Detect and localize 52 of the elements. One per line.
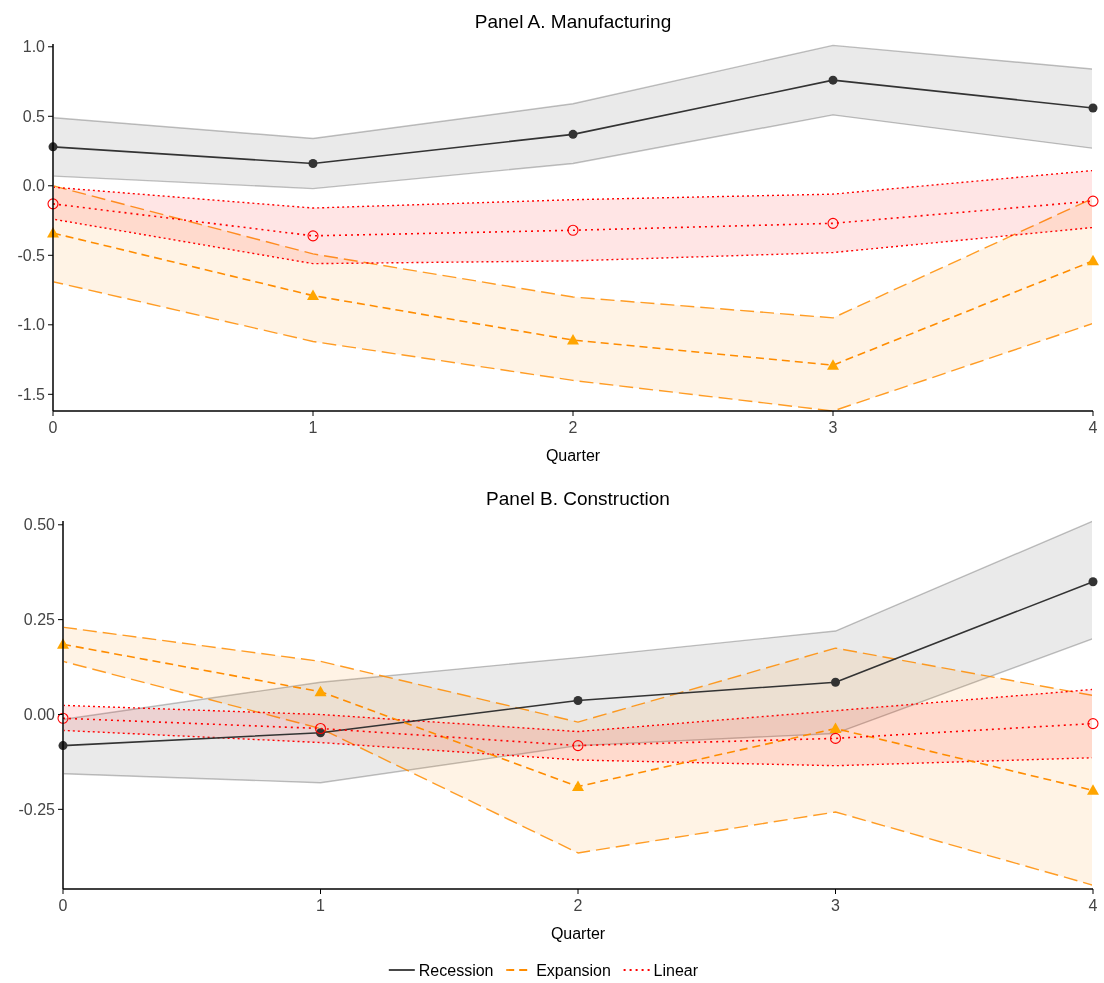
x-tick-label: 1	[308, 419, 318, 436]
point	[572, 780, 584, 792]
y-tick-label: -0.25	[18, 800, 56, 818]
legend-label: Linear	[653, 961, 699, 979]
point	[828, 75, 838, 85]
point	[567, 334, 579, 345]
x-tick-label: 3	[828, 419, 838, 436]
x-tick-label: 4	[1088, 897, 1098, 914]
point	[308, 159, 318, 169]
point	[1087, 195, 1099, 207]
point	[568, 129, 578, 139]
point	[314, 722, 327, 735]
point	[829, 732, 842, 744]
point	[1087, 254, 1099, 266]
point	[307, 230, 319, 242]
point	[57, 712, 69, 724]
y-tick-label: 1.0	[22, 38, 46, 56]
y-tick-label: 0.25	[23, 611, 56, 629]
x-tick-label: 4	[1088, 419, 1098, 436]
point	[1087, 718, 1099, 730]
y-tick-label: 0.0	[22, 177, 46, 195]
point	[314, 685, 327, 697]
y-tick-label: -1.0	[17, 316, 46, 334]
point	[1087, 784, 1099, 795]
point	[47, 198, 59, 210]
point	[572, 740, 584, 752]
point	[829, 722, 842, 734]
point	[831, 677, 840, 687]
y-tick-label: 0.00	[23, 706, 56, 724]
chart-title: Panel A. Manufacturing	[474, 11, 672, 32]
legend-label: Recession	[418, 961, 494, 979]
point	[1088, 577, 1098, 587]
x-tick-label: 2	[573, 897, 583, 914]
point	[1088, 103, 1098, 113]
point	[567, 224, 579, 236]
y-tick-label: 0.5	[22, 107, 46, 125]
point	[573, 695, 583, 705]
point	[827, 359, 839, 370]
y-tick-label: -1.5	[17, 385, 46, 403]
y-tick-label: -0.5	[17, 246, 46, 264]
x-axis-title: Quarter	[545, 447, 601, 464]
x-tick-label: 3	[831, 897, 841, 914]
x-tick-label: 0	[58, 897, 68, 914]
legend-label: Expansion	[536, 961, 611, 979]
chart-title: Panel B. Construction	[486, 488, 670, 509]
x-tick-label: 1	[316, 897, 326, 914]
x-tick-label: 2	[568, 419, 578, 436]
point	[827, 217, 839, 229]
x-tick-label: 0	[48, 419, 58, 436]
point	[307, 289, 319, 301]
x-axis-title: Quarter	[550, 925, 606, 942]
y-tick-label: 0.50	[23, 516, 56, 534]
